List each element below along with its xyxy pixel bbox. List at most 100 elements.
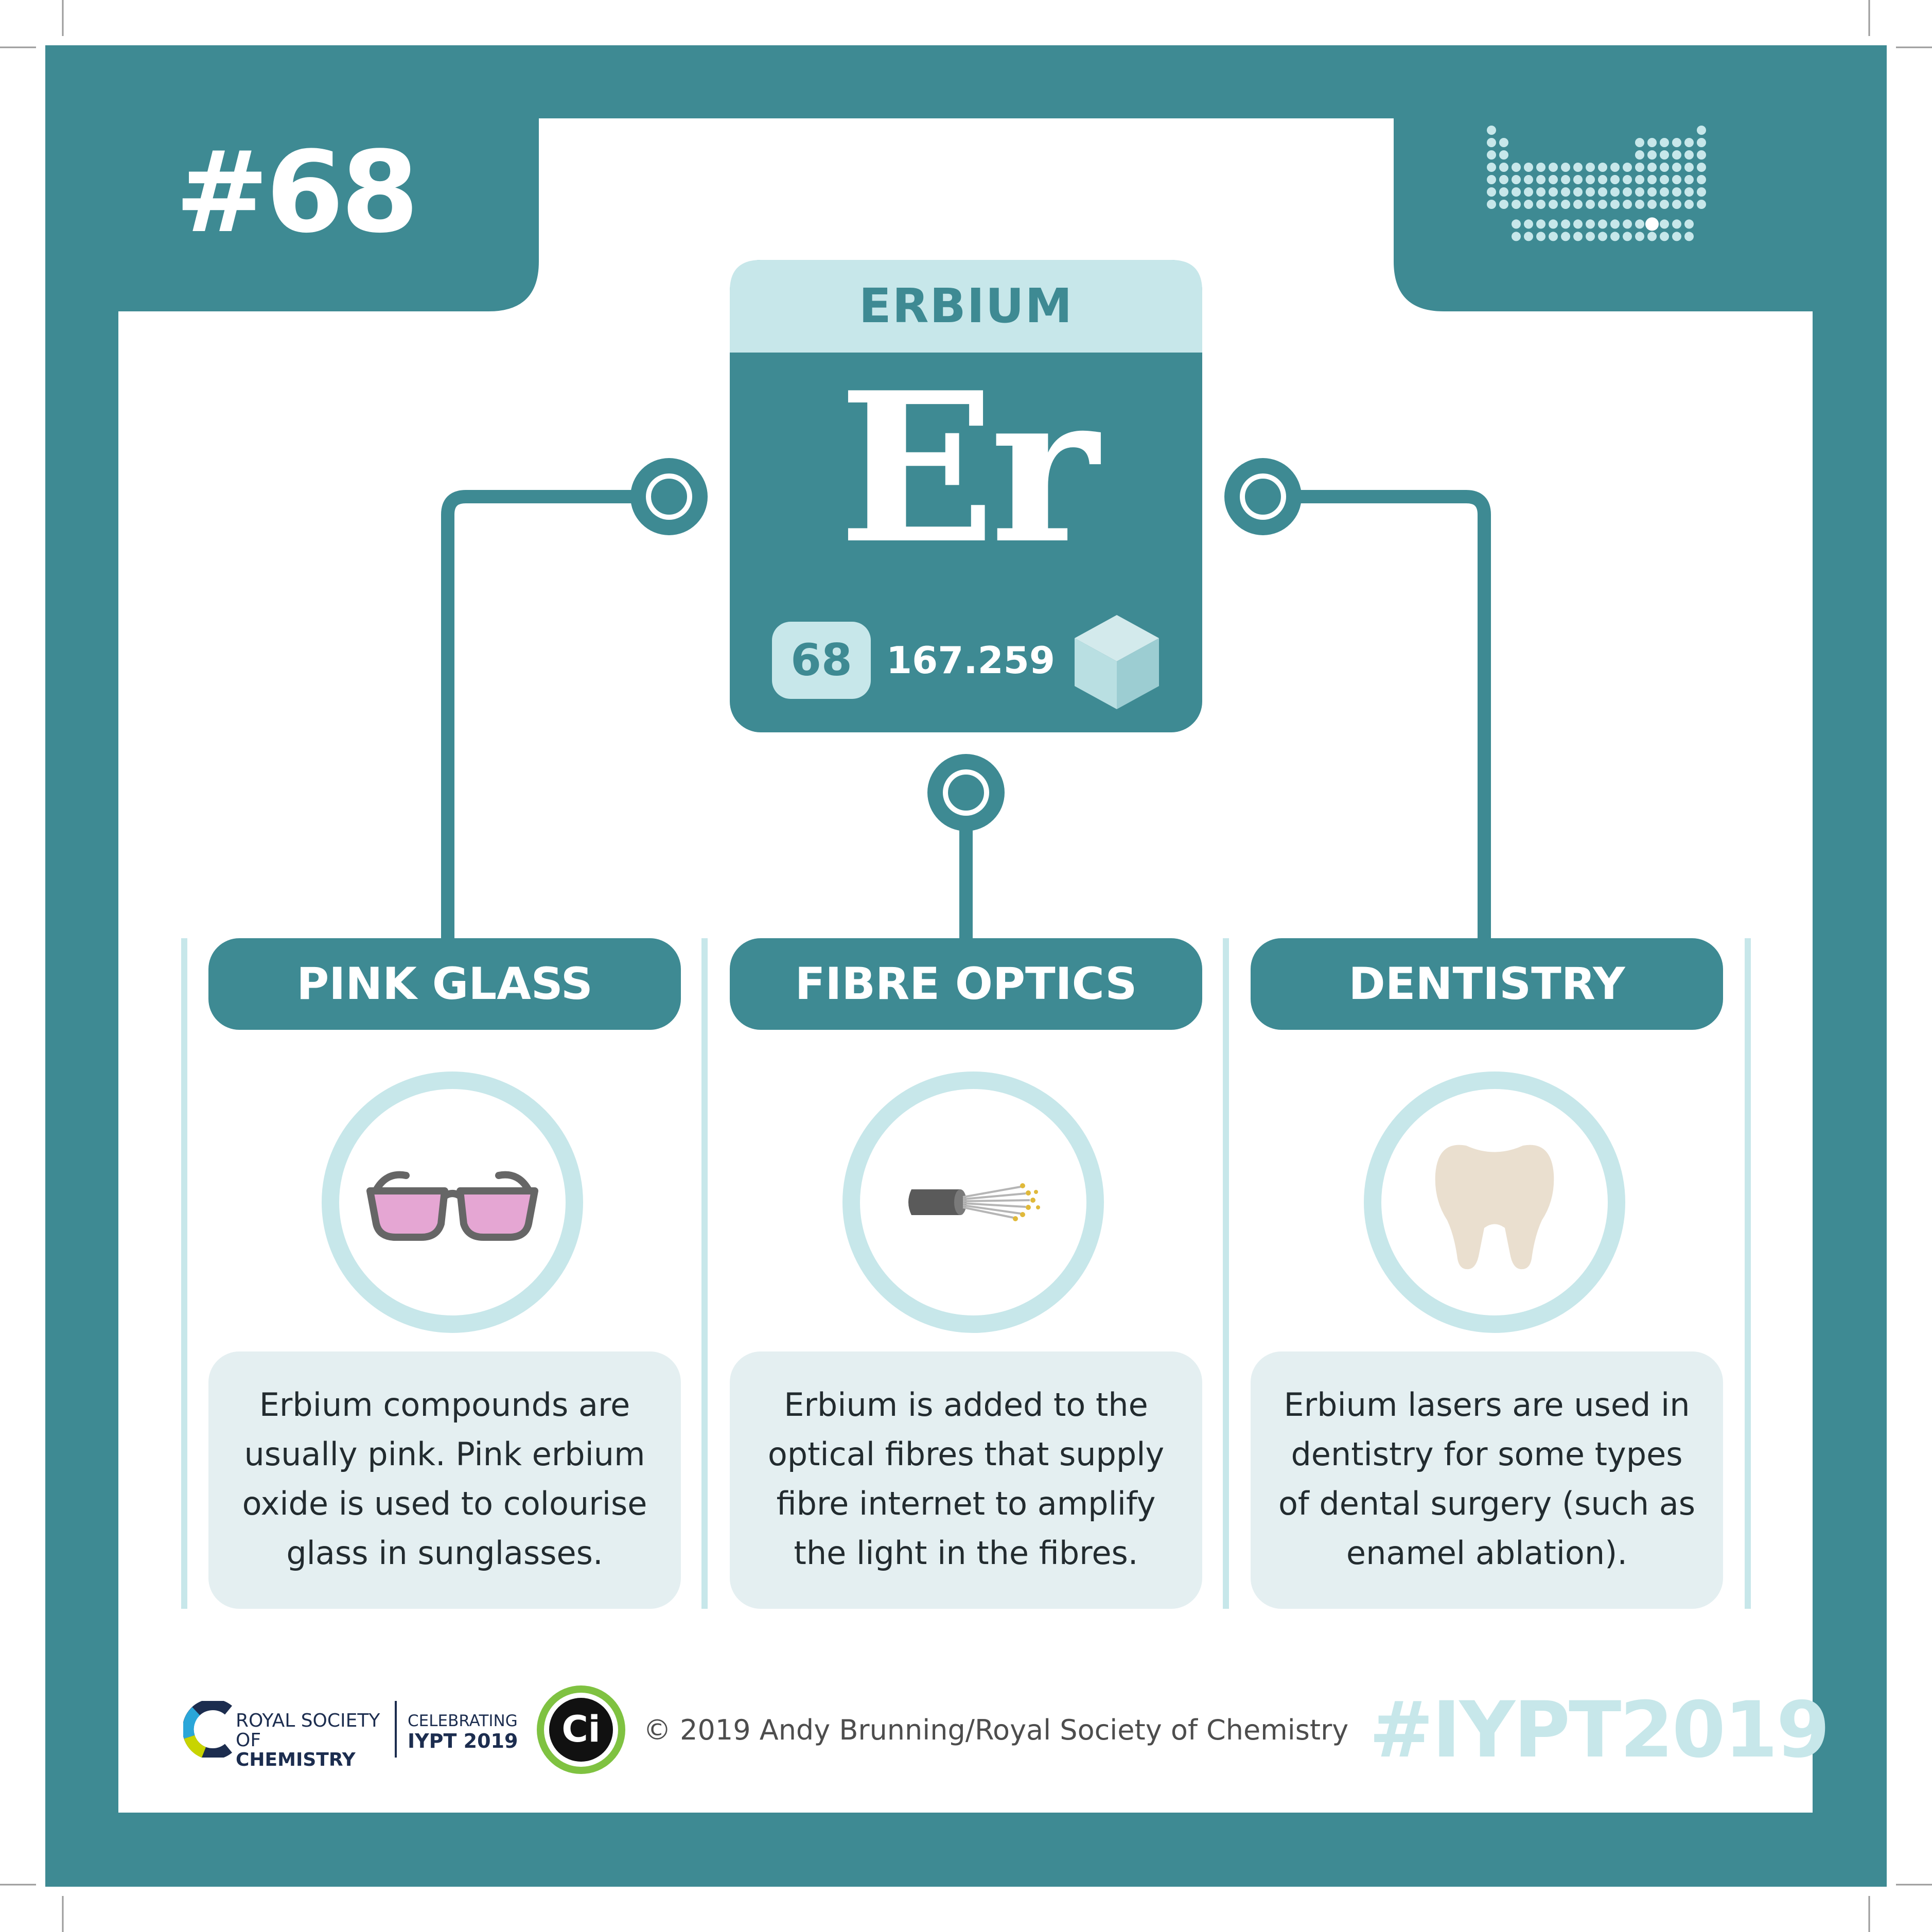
periodic-table-dot xyxy=(1647,175,1657,184)
periodic-table-dot xyxy=(1586,187,1595,197)
periodic-table-dot xyxy=(1573,187,1583,197)
use-heading-fibre-optics: FIBRE OPTICS xyxy=(730,938,1202,1030)
element-tile xyxy=(730,260,1202,732)
periodic-table-dot xyxy=(1610,163,1620,172)
periodic-table-dot xyxy=(1598,175,1607,184)
footer-divider xyxy=(395,1701,397,1758)
icon-ring-pink-glass xyxy=(322,1072,583,1333)
periodic-table-dot xyxy=(1672,138,1681,147)
use-description-fibre-optics: Erbium is added to the optical fibres th… xyxy=(730,1351,1202,1609)
periodic-table-dot xyxy=(1660,187,1669,197)
periodic-table-dot xyxy=(1512,200,1521,209)
element-symbol: Er xyxy=(838,347,1099,589)
periodic-table-dot xyxy=(1610,200,1620,209)
periodic-table-dot xyxy=(1672,187,1681,197)
periodic-table-dot xyxy=(1487,187,1496,197)
periodic-table-dot xyxy=(1536,200,1545,209)
periodic-table-dot xyxy=(1487,126,1496,135)
periodic-table-dot xyxy=(1660,150,1669,160)
periodic-table-dot xyxy=(1487,138,1496,147)
periodic-table-dot xyxy=(1660,163,1669,172)
periodic-table-dot xyxy=(1536,163,1545,172)
periodic-table-dot xyxy=(1524,163,1533,172)
periodic-table-dot xyxy=(1524,200,1533,209)
periodic-table-dot xyxy=(1660,219,1669,229)
column-separators xyxy=(181,938,1751,1609)
icon-ring-fibre-optics xyxy=(842,1072,1104,1333)
periodic-table-dot xyxy=(1672,232,1681,241)
periodic-table-dot xyxy=(1697,175,1706,184)
hashtag: #IYPT2019 xyxy=(1369,1685,1830,1775)
periodic-table-dot xyxy=(1512,163,1521,172)
periodic-table-dot xyxy=(1499,150,1508,160)
periodic-table-dot xyxy=(1697,138,1706,147)
periodic-table-dot xyxy=(1561,219,1570,229)
periodic-table-dot xyxy=(1610,175,1620,184)
periodic-table-dot xyxy=(1672,219,1681,229)
periodic-table-dot xyxy=(1660,138,1669,147)
periodic-table-dot xyxy=(1549,232,1558,241)
periodic-table-dot xyxy=(1684,187,1694,197)
periodic-table-dot xyxy=(1524,175,1533,184)
periodic-table-dot xyxy=(1512,232,1521,241)
periodic-table-dot xyxy=(1623,232,1632,241)
periodic-table-dot xyxy=(1697,150,1706,160)
periodic-table-dot xyxy=(1524,187,1533,197)
periodic-table-dot xyxy=(1660,232,1669,241)
iypt-year: IYPT 2019 xyxy=(408,1730,518,1752)
periodic-table-dot xyxy=(1598,200,1607,209)
use-heading-dentistry: DENTISTRY xyxy=(1251,938,1723,1030)
periodic-table-dot xyxy=(1635,219,1644,229)
atomic-number-badge: 68 xyxy=(772,622,871,699)
issue-number: #68 xyxy=(175,128,419,258)
fibre-optic-cable-icon xyxy=(908,1183,1040,1221)
periodic-table-dot xyxy=(1586,163,1595,172)
periodic-table-dot xyxy=(1561,232,1570,241)
periodic-table-dot xyxy=(1499,175,1508,184)
highlighted-element-dot xyxy=(1645,217,1659,231)
periodic-table-dot xyxy=(1684,163,1694,172)
periodic-table-dot xyxy=(1561,175,1570,184)
periodic-table-dot xyxy=(1586,232,1595,241)
periodic-table-dot xyxy=(1573,200,1583,209)
periodic-table-dot xyxy=(1672,200,1681,209)
iypt-celebrating: CELEBRATING xyxy=(408,1712,518,1730)
periodic-table-dot xyxy=(1672,163,1681,172)
periodic-table-dot xyxy=(1623,163,1632,172)
periodic-table-dot xyxy=(1499,200,1508,209)
periodic-table-dot xyxy=(1610,219,1620,229)
periodic-table-dot xyxy=(1499,187,1508,197)
periodic-table-dot xyxy=(1561,163,1570,172)
periodic-table-dot xyxy=(1524,219,1533,229)
periodic-table-dot xyxy=(1623,187,1632,197)
periodic-table-dot xyxy=(1549,175,1558,184)
periodic-table-dot xyxy=(1598,163,1607,172)
periodic-table-dot xyxy=(1536,175,1545,184)
periodic-table-dot xyxy=(1635,150,1644,160)
periodic-table-dot xyxy=(1549,187,1558,197)
periodic-table-dot xyxy=(1684,150,1694,160)
periodic-table-dot xyxy=(1647,232,1657,241)
periodic-table-dot xyxy=(1623,200,1632,209)
periodic-table-dot xyxy=(1697,200,1706,209)
periodic-table-dot xyxy=(1610,187,1620,197)
ci-logo-text: Ci xyxy=(561,1708,600,1750)
periodic-table-dot xyxy=(1660,200,1669,209)
periodic-table-dot xyxy=(1573,163,1583,172)
periodic-table-dot xyxy=(1512,219,1521,229)
periodic-table-dot xyxy=(1635,138,1644,147)
element-name: ERBIUM xyxy=(858,278,1074,333)
periodic-table-dot xyxy=(1487,150,1496,160)
periodic-table-dot xyxy=(1635,163,1644,172)
rsc-line1: ROYAL SOCIETY xyxy=(236,1710,380,1731)
connector-node-icon xyxy=(630,458,708,535)
periodic-table-dot xyxy=(1512,187,1521,197)
periodic-table-dot xyxy=(1635,175,1644,184)
rsc-wordmark: ROYAL SOCIETY OF CHEMISTRY xyxy=(236,1711,385,1770)
periodic-table-dot xyxy=(1635,200,1644,209)
tooth-icon xyxy=(1435,1145,1554,1270)
periodic-table-dot xyxy=(1697,187,1706,197)
periodic-table-dot xyxy=(1573,175,1583,184)
periodic-table-dot xyxy=(1598,232,1607,241)
